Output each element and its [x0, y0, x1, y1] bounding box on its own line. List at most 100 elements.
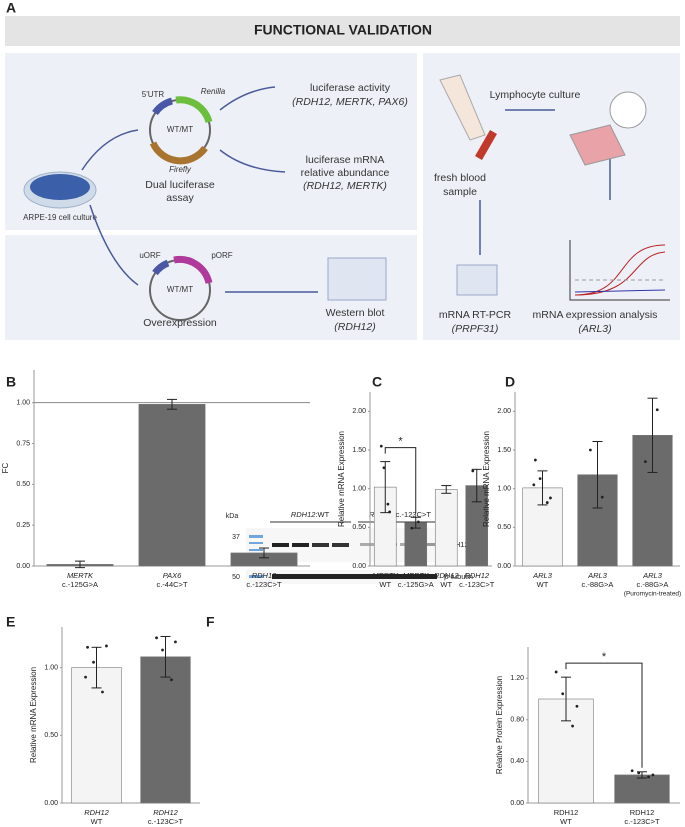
data-point — [655, 408, 659, 412]
x-tick-label: RDH12 — [630, 808, 655, 817]
x-tick-label: RDH12 — [464, 571, 489, 580]
label: uORF — [139, 251, 160, 260]
data-point — [651, 773, 655, 777]
utr-segment — [152, 97, 174, 116]
x-tick-sublabel: c.-123C>T — [459, 580, 495, 589]
x-tick-sublabel: c.-123C>T — [148, 817, 184, 826]
x-tick-label: RDH12 — [84, 808, 109, 817]
marker: 50 — [232, 574, 240, 581]
data-point — [105, 644, 108, 648]
x-tick-label: ARL3 — [587, 571, 608, 580]
x-tick-label: ARL3 — [642, 571, 663, 580]
data-point — [571, 724, 574, 728]
x-tick-sublabel: c.-125G>A — [398, 580, 434, 589]
panel-label: D — [505, 374, 515, 390]
error-bar — [259, 547, 269, 559]
data-point — [86, 645, 89, 649]
error-bar — [537, 470, 548, 506]
y-tick-label: 0.50 — [497, 524, 511, 531]
data-point — [410, 526, 414, 530]
y-tick-label: 0.80 — [510, 717, 524, 724]
y-tick-label: 0.00 — [497, 563, 511, 570]
y-tick-label: 1.00 — [352, 486, 366, 493]
x-tick-note: (Puromycin-treated) — [624, 591, 681, 598]
data-point — [174, 640, 177, 644]
label: 5'UTR — [142, 90, 165, 99]
y-axis-label: FC — [1, 462, 10, 473]
panel-label: E — [6, 614, 15, 630]
blot-icon — [327, 257, 387, 301]
panel-label: F — [206, 614, 215, 630]
arm — [439, 74, 486, 141]
data-point — [561, 692, 565, 696]
data-point — [637, 771, 641, 775]
x-tick-sublabel: c.-88G>A — [637, 580, 669, 589]
significance-label: * — [398, 436, 403, 448]
x-tick-label: MERTK — [67, 571, 94, 580]
marker: 37 — [232, 534, 240, 541]
data-point — [84, 675, 87, 679]
x-tick-sublabel: c.-125G>A — [62, 580, 98, 589]
y-tick-label: 1.00 — [16, 400, 30, 407]
data-point — [416, 520, 420, 524]
label: Dual luciferase — [145, 179, 215, 191]
x-tick-sublabel: c.-123C>T — [624, 817, 660, 826]
y-axis-label: Relative mRNA Expression — [337, 431, 346, 527]
data-point — [630, 769, 634, 773]
significance-label: * — [602, 651, 607, 663]
data-point — [538, 477, 542, 481]
data-point — [575, 704, 579, 708]
data-point — [382, 466, 386, 470]
y-axis-label: Relative mRNA Expression — [482, 431, 491, 527]
label: mRNA expression analysis — [533, 309, 658, 321]
label: (PRPF31) — [452, 323, 499, 335]
bar-chart: Relative Protein Expression 0.00 0.40 0.80 1… — [495, 647, 680, 826]
y-tick-label: 1.00 — [44, 664, 58, 671]
label: fresh blood — [434, 172, 486, 184]
band-label: β-tubulin — [444, 572, 473, 581]
error-bar — [167, 398, 177, 410]
error-bar — [160, 635, 171, 678]
y-tick-label: 0.50 — [44, 732, 58, 739]
x-tick-sublabel: c.-44C>T — [156, 580, 187, 589]
bar — [71, 667, 122, 804]
data-point — [554, 670, 558, 674]
x-tick-label: MERTK — [372, 571, 399, 580]
label: relative abundance — [301, 167, 390, 179]
uorf-segment — [152, 259, 170, 276]
cells — [30, 174, 90, 200]
panel-a: A FUNCTIONAL VALIDATION ARPE-19 cell cul… — [5, 0, 680, 340]
x-tick-sublabel: WT — [91, 817, 103, 826]
x-tick-sublabel: WT — [537, 580, 549, 589]
data-point — [379, 444, 383, 448]
data-point — [600, 495, 604, 499]
y-tick-label: 1.20 — [510, 675, 524, 682]
y-tick-label: 0.40 — [510, 758, 524, 765]
data-point — [92, 660, 95, 664]
y-tick-label: 0.50 — [16, 481, 30, 488]
panel-label: B — [6, 374, 16, 390]
label: Renilla — [201, 87, 226, 96]
error-bar — [471, 468, 482, 503]
title: FUNCTIONAL VALIDATION — [254, 22, 432, 38]
x-tick-sublabel: c.-123C>T — [246, 580, 282, 589]
flask — [569, 124, 626, 166]
microscope-view — [609, 91, 647, 129]
x-tick-label: RDH12 — [153, 808, 178, 817]
bar — [140, 656, 191, 804]
x-tick-sublabel: WT — [440, 580, 452, 589]
data-point — [101, 690, 104, 694]
bar — [138, 403, 206, 567]
bar — [434, 489, 458, 567]
x-tick-sublabel: c.-88G>A — [582, 580, 614, 589]
label: luciferase activity — [310, 82, 391, 94]
label: Firefly — [169, 165, 192, 174]
arrows — [81, 86, 611, 293]
label: WT/MT — [167, 285, 193, 294]
data-point — [647, 775, 650, 779]
y-tick-label: 1.50 — [352, 447, 366, 454]
significance-bracket — [565, 662, 643, 768]
label: Western blot — [326, 307, 385, 319]
